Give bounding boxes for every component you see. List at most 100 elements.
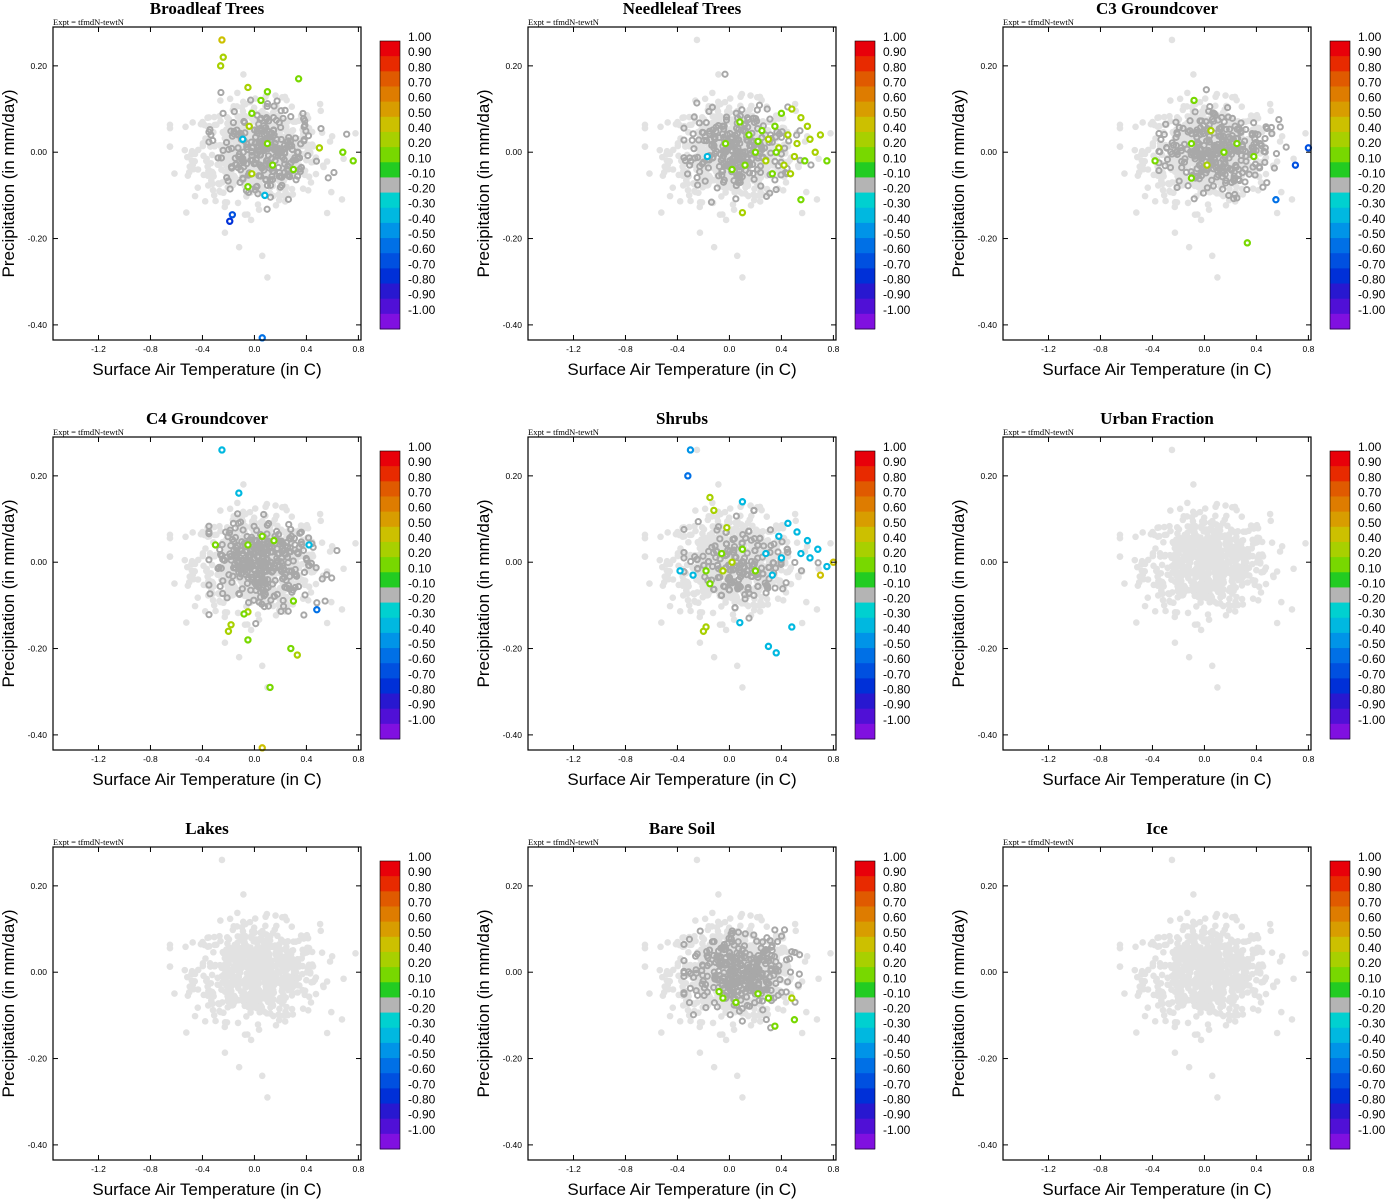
gray-point <box>1260 147 1268 156</box>
data-point <box>263 88 272 96</box>
colorbar-swatch <box>855 238 875 254</box>
background-point <box>182 533 189 541</box>
colorbar-label: -0.20 <box>883 182 911 196</box>
data-point <box>349 157 357 165</box>
gray-point <box>713 184 721 192</box>
colorbar-swatch <box>855 116 875 133</box>
colored-points <box>216 36 357 342</box>
gray-point <box>300 123 308 131</box>
gray-point <box>255 143 263 151</box>
background-point <box>1149 140 1157 147</box>
gray-point <box>330 168 338 177</box>
colorbar-label: -0.10 <box>408 166 436 180</box>
background-point <box>316 510 324 518</box>
background-point <box>182 123 189 131</box>
background-point <box>1191 211 1199 218</box>
expt-label: Expt = tfmdN-tewtN <box>53 17 124 27</box>
colorbar-label: 1.00 <box>883 30 907 44</box>
background-point <box>1139 119 1146 126</box>
y-tick-label: -0.40 <box>503 320 523 330</box>
background-point <box>1154 123 1162 131</box>
background-point <box>734 520 742 527</box>
colorbar-swatch <box>380 313 400 330</box>
gray-point <box>239 148 247 156</box>
background-point <box>641 124 649 132</box>
background-point <box>247 626 255 634</box>
colorbar-swatch <box>380 557 400 573</box>
background-point <box>166 553 174 560</box>
background-point <box>698 609 706 616</box>
background-point <box>1205 206 1213 213</box>
background-point <box>646 170 653 177</box>
background-point <box>666 192 674 200</box>
background-point <box>815 565 822 573</box>
gray-point <box>281 160 289 168</box>
colorbar-label: -0.80 <box>408 273 436 287</box>
background-point <box>191 602 199 610</box>
background-point <box>641 534 649 542</box>
gray-point <box>217 88 225 97</box>
background-point <box>679 114 686 122</box>
background-point <box>328 133 336 140</box>
gray-point <box>230 108 238 116</box>
colorbar-label: 0.60 <box>883 91 907 105</box>
background-point <box>664 529 671 536</box>
x-tick-label: 0.8 <box>352 344 364 354</box>
background-point <box>226 95 234 103</box>
x-tick-label: -0.8 <box>143 754 158 764</box>
background-point <box>208 168 216 176</box>
background-point <box>674 140 682 147</box>
background-point <box>188 567 196 574</box>
colorbar-swatch <box>380 541 400 558</box>
colorbar-swatch <box>380 268 400 285</box>
colorbar-label: 0.40 <box>883 121 907 135</box>
background-point <box>307 179 315 186</box>
panel-title: Shrubs <box>656 409 708 428</box>
background-point <box>661 163 669 170</box>
background-point <box>669 594 677 601</box>
background-point <box>1267 107 1275 115</box>
background-point <box>746 106 754 113</box>
data-point <box>266 683 274 692</box>
gray-point <box>263 100 272 108</box>
colorbar-label: -1.00 <box>883 303 911 317</box>
background-point <box>827 540 834 547</box>
colorbar-label: 0.80 <box>1358 60 1382 74</box>
gray-point <box>777 133 786 141</box>
colorbar-label: -0.20 <box>1358 182 1386 196</box>
background-point <box>763 595 771 603</box>
colorbar-swatch <box>855 41 875 57</box>
background-point <box>1166 187 1173 195</box>
background-point <box>188 147 196 155</box>
colorbar-swatch <box>380 678 400 695</box>
gray-point <box>252 620 260 628</box>
gray-point <box>291 134 300 142</box>
data-point <box>745 131 753 139</box>
background-point <box>641 143 649 150</box>
background-point <box>693 36 701 44</box>
background-point <box>209 596 217 604</box>
background-point <box>758 506 765 514</box>
colorbar-swatch <box>380 708 400 725</box>
background-point <box>258 662 266 670</box>
data-point <box>758 126 766 135</box>
data-point <box>764 135 773 143</box>
background-point <box>340 565 347 573</box>
background-point <box>716 211 724 218</box>
data-point <box>816 131 825 139</box>
colorbar-swatch <box>380 222 400 239</box>
gray-point <box>228 144 236 153</box>
colorbar-swatch <box>1330 86 1350 103</box>
gray-point <box>277 107 285 115</box>
background-point <box>1238 103 1246 110</box>
background-point <box>713 514 721 521</box>
colorbar-swatch <box>380 602 400 619</box>
background-point <box>181 556 189 564</box>
background-point <box>199 140 207 147</box>
background-point <box>183 209 190 216</box>
y-axis-label: Precipitation (in mm/day) <box>0 89 18 277</box>
background-point <box>798 619 806 627</box>
colorbar-label: -0.80 <box>1358 273 1386 287</box>
background-point <box>722 216 730 224</box>
data-point <box>1187 174 1196 182</box>
